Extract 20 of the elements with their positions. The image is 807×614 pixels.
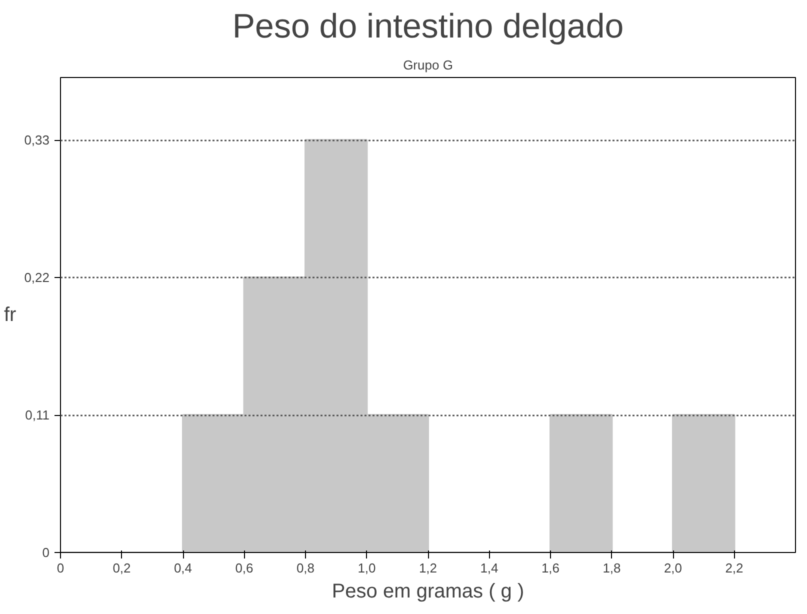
y-tick-label: 0,22 <box>24 270 50 285</box>
x-tick-label: 1,8 <box>602 560 621 576</box>
x-tick-label: 2,0 <box>664 560 682 576</box>
chart-title: Peso do intestino delgado <box>232 8 624 46</box>
x-axis-title: Peso em gramas ( g ) <box>332 580 524 602</box>
y-tick-label: 0,11 <box>25 408 50 422</box>
x-tick-label: 2,2 <box>725 560 744 576</box>
x-tick-label: 0,2 <box>112 560 131 576</box>
chart-subtitle: Grupo G <box>403 58 453 72</box>
x-tick-label: 0,8 <box>296 560 315 576</box>
x-tick-label: 1,6 <box>541 560 560 576</box>
x-tick-label: 0 <box>56 560 64 576</box>
y-tick-label: 0 <box>42 545 50 560</box>
x-tick-label: 1,2 <box>418 560 438 576</box>
x-tick-label: 0,4 <box>174 560 192 576</box>
x-tick-label: 0,6 <box>235 560 254 576</box>
x-tick-label: 1,0 <box>358 560 376 576</box>
y-tick-label: 0,33 <box>24 132 50 148</box>
x-tick-label: 1,4 <box>480 560 498 576</box>
y-axis-title: fr <box>4 304 17 326</box>
